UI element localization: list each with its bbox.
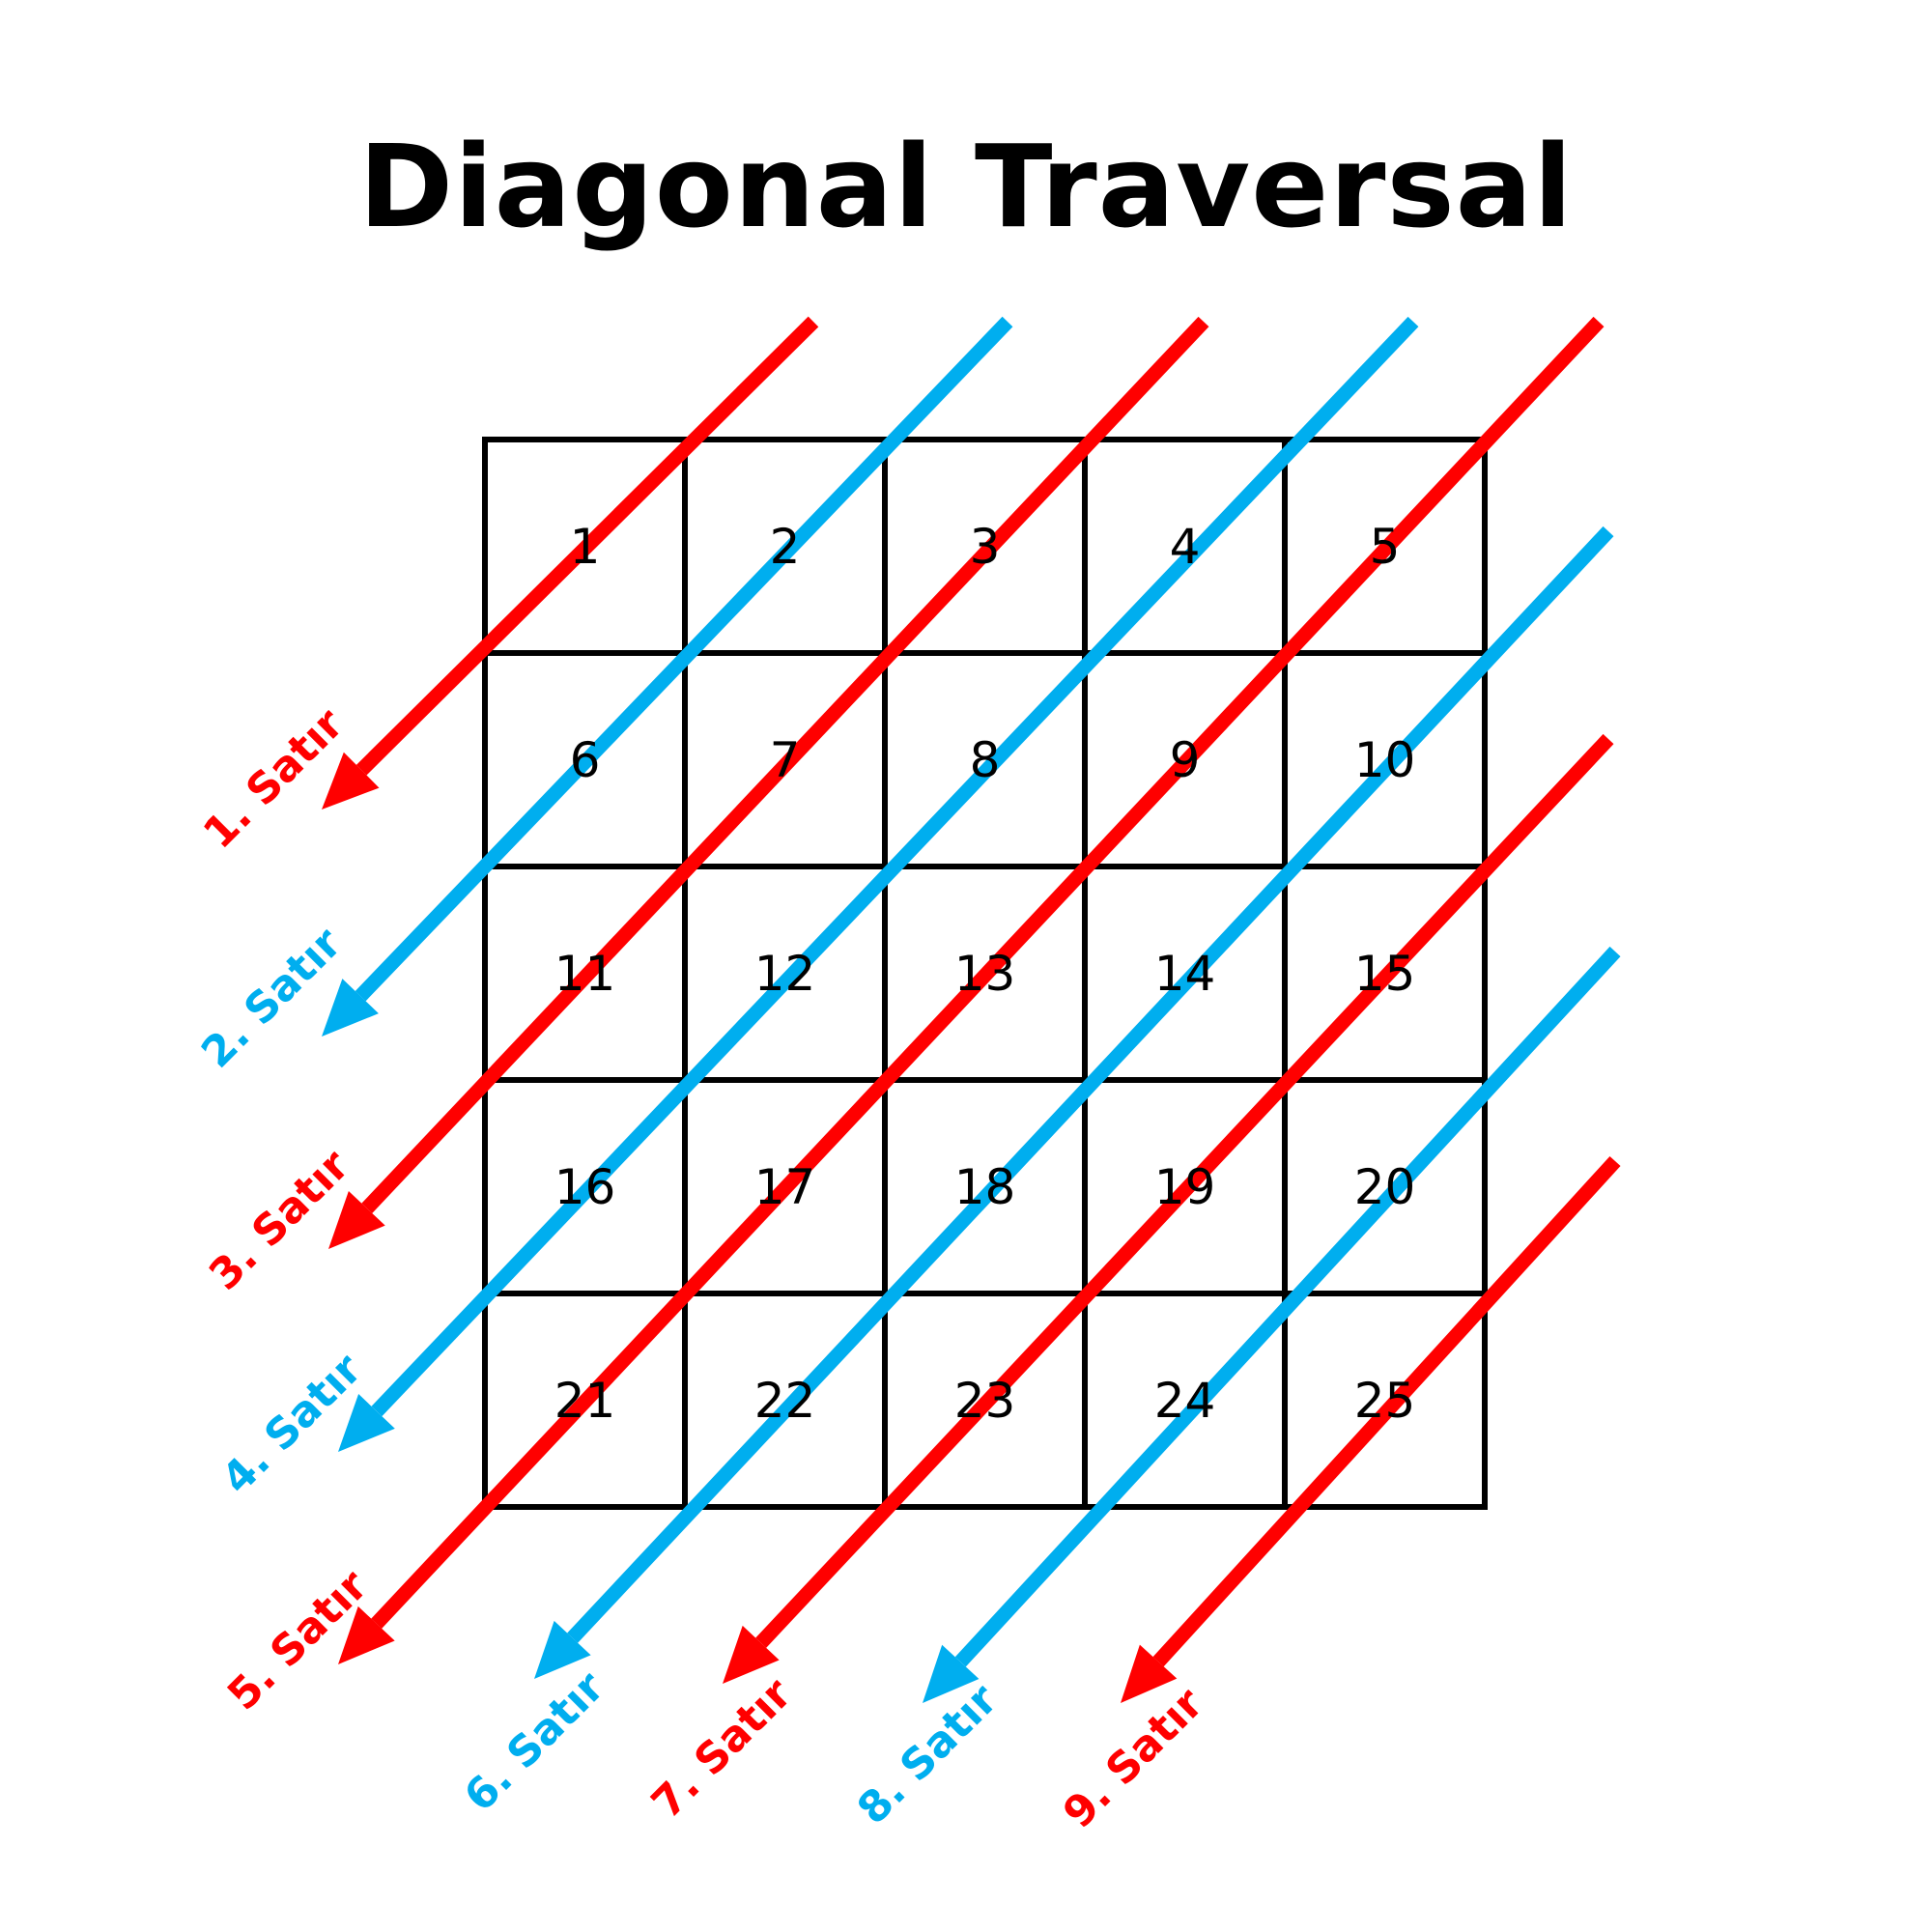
grid-cell-number: 15 [1354,946,1416,1002]
grid-cell-number: 1 [570,519,601,575]
diagonal-arrow-line [1152,1155,1621,1667]
diagonal-label: 1. Satır [194,699,354,859]
grid-border [482,437,1488,1510]
grid-cell-number: 11 [554,946,616,1002]
grid-cell-number: 2 [770,519,801,575]
grid [482,437,1488,1510]
grid-cell-number: 25 [1354,1373,1416,1429]
diagonal-arrow-line [355,316,1013,1002]
grid-cell-number: 6 [570,732,601,788]
arrow-head-icon [322,752,380,810]
diagonal-arrow-line [361,316,1209,1213]
grid-cell-number: 3 [970,519,1001,575]
diagonal-label: 4. Satır [213,1345,372,1504]
grid-cell-number: 5 [1370,519,1401,575]
arrow-head-icon [723,1625,780,1684]
diagonal-label: 6. Satır [455,1662,614,1822]
grid-cell-number: 17 [754,1159,816,1215]
grid-cell-number: 18 [954,1159,1016,1215]
grid-cell-number: 13 [954,946,1016,1002]
grid-cell-number: 19 [1154,1159,1216,1215]
arrow-head-icon [338,1605,395,1664]
diagonal-arrow-line [371,316,1605,1629]
diagonal-label: 7. Satır [642,1669,802,1829]
grid-cell-number: 14 [1154,946,1216,1002]
grid-cell-number: 20 [1354,1159,1416,1215]
diagonal-label: 9. Satır [1054,1679,1213,1838]
grid-cell-number: 23 [954,1373,1016,1429]
grid-cell-number: 7 [770,732,801,788]
arrow-head-icon [338,1394,395,1452]
grid-cell-number: 22 [754,1373,816,1429]
arrow-head-icon [923,1644,980,1703]
page-title: Diagonal Traversal [358,120,1574,253]
grid-cell-number: 10 [1354,732,1416,788]
grid-cell-number: 9 [1170,732,1201,788]
grid-cell-number: 16 [554,1159,616,1215]
arrow-head-icon [328,1190,385,1249]
arrow-head-icon [534,1620,591,1679]
diagonal-arrow-line [755,733,1614,1648]
diagonal-arrow-line [954,946,1621,1667]
arrow-head-icon [322,979,379,1037]
diagonal-label: 2. Satır [192,919,352,1078]
diagonal-arrows [322,316,1621,1703]
diagonal-arrow-line [371,316,1419,1417]
grid-cell-number: 8 [970,732,1001,788]
grid-cell-number: 12 [754,946,816,1002]
grid-cell-number: 24 [1154,1373,1216,1429]
diagonal-label: 3. Satır [200,1141,359,1300]
grid-cell-number: 4 [1170,519,1201,575]
grid-cell-number: 21 [554,1373,616,1429]
arrow-head-icon [1121,1644,1178,1703]
diagonal-arrow-line [567,526,1614,1643]
diagonal-arrow-line [355,316,819,776]
